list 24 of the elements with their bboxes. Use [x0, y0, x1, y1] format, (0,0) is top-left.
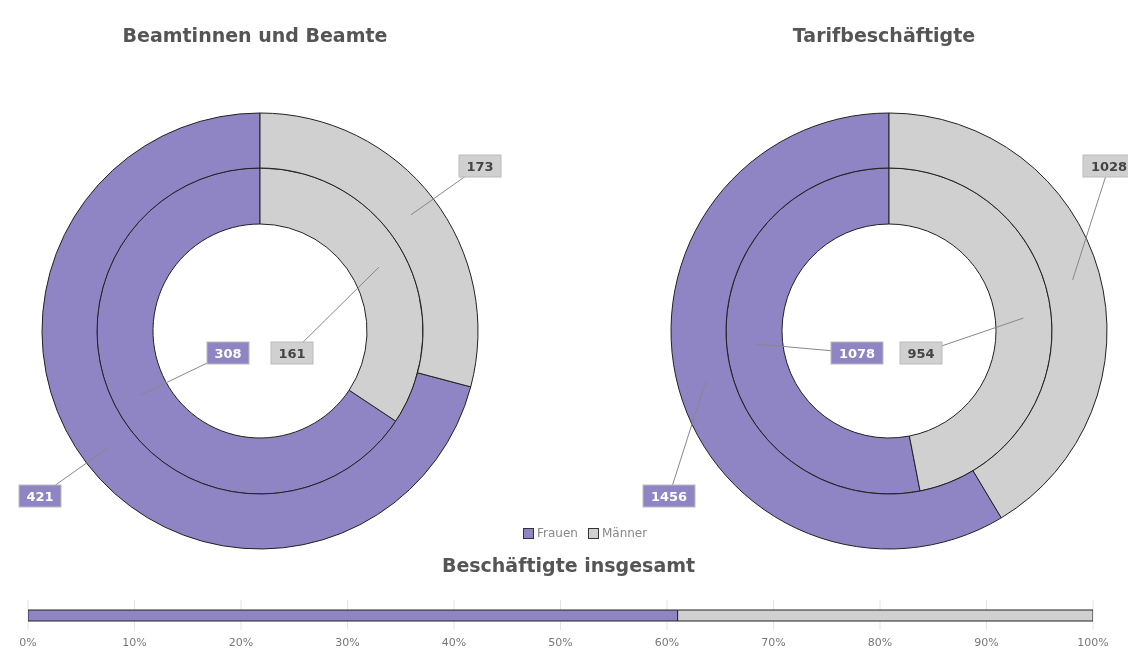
legend-label: Männer — [600, 526, 648, 540]
x-tick-label: 30% — [335, 635, 360, 649]
data-label: 421 — [26, 489, 54, 504]
chart-title: Tarifbeschäftigte — [791, 24, 977, 46]
x-tick-label: 90% — [974, 635, 999, 649]
x-tick-label: 10% — [122, 635, 147, 649]
x-tick-label: 70% — [761, 635, 786, 649]
data-label: 1078 — [838, 346, 876, 361]
x-tick-label: 40% — [441, 635, 467, 649]
chart-title: Beschäftigte insgesamt — [440, 554, 697, 576]
legend-label: Frauen — [536, 526, 578, 540]
chart-title: Beamtinnen und Beamte — [121, 24, 389, 46]
x-tick-label: 60% — [654, 635, 680, 649]
x-tick-label: 0% — [19, 635, 37, 649]
x-tick-label: 100% — [1077, 635, 1109, 649]
data-label: 954 — [907, 346, 935, 361]
data-label: 161 — [278, 346, 306, 361]
x-tick-label: 80% — [867, 635, 893, 649]
x-tick-label: 20% — [228, 635, 254, 649]
data-label: 1456 — [650, 489, 688, 504]
data-label: 1028 — [1090, 159, 1128, 174]
x-tick-label: 50% — [548, 635, 573, 649]
data-label: 173 — [466, 159, 494, 174]
data-label: 308 — [214, 346, 242, 361]
